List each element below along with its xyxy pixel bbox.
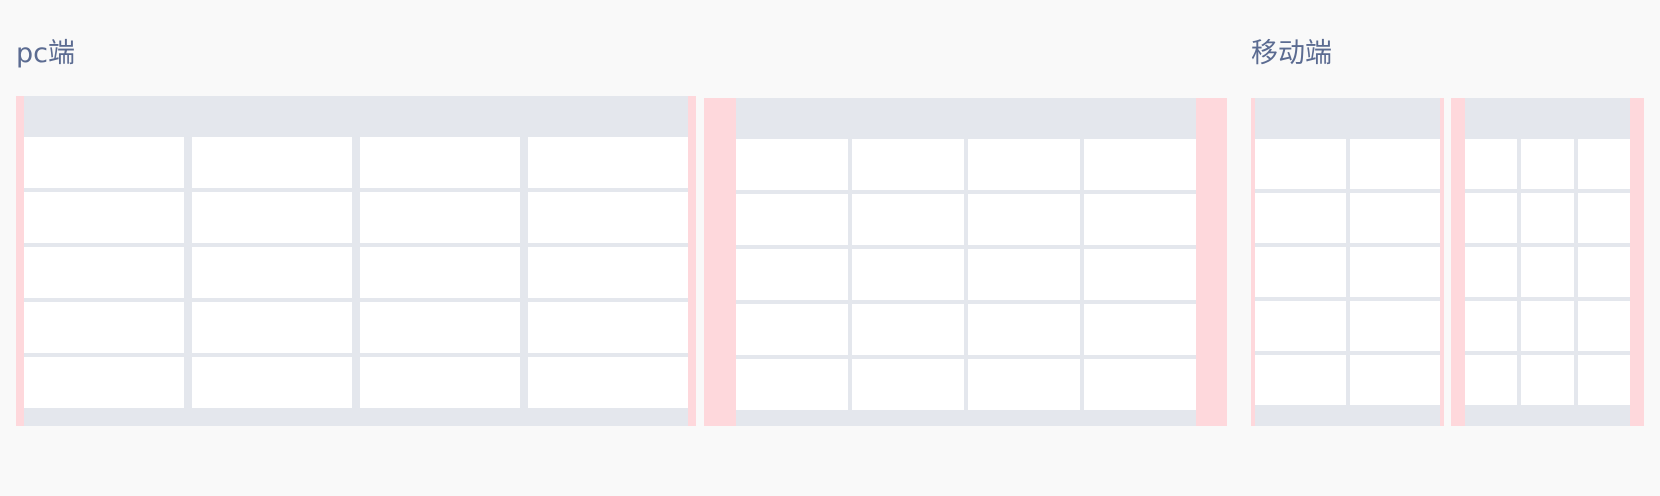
grid-cell — [852, 249, 964, 300]
grid-cell — [1465, 301, 1518, 351]
cell-grid — [24, 137, 688, 408]
grid-cell — [968, 139, 1080, 190]
grid-cell — [1255, 301, 1346, 351]
left-padding — [1451, 98, 1465, 426]
grid-cell — [1349, 247, 1440, 297]
grid-cell — [968, 249, 1080, 300]
grid-cell — [528, 302, 688, 353]
grid-cell — [968, 194, 1080, 245]
grid-cell — [192, 302, 352, 353]
mobile-section-title: 移动端 — [1251, 38, 1332, 69]
grid-cell — [360, 137, 520, 188]
left-padding — [1251, 98, 1255, 426]
mobile-three-column-layout — [1451, 98, 1644, 426]
grid-cell — [1255, 193, 1346, 243]
grid-cell — [736, 359, 848, 410]
right-padding — [1440, 98, 1444, 426]
grid-cell — [1521, 193, 1574, 243]
grid-cell — [1521, 355, 1574, 405]
grid-cell — [852, 359, 964, 410]
grid-cell — [1084, 249, 1196, 300]
cell-grid — [1255, 139, 1440, 405]
grid-cell — [1577, 193, 1630, 243]
grid-cell — [528, 357, 688, 408]
mobile-two-column-layout — [1251, 98, 1444, 426]
grid-cell — [1255, 139, 1346, 189]
grid-cell — [192, 357, 352, 408]
left-padding — [704, 98, 736, 426]
grid-cell — [1521, 247, 1574, 297]
grid-cell — [1255, 355, 1346, 405]
grid-cell — [360, 302, 520, 353]
grid-cell — [1349, 193, 1440, 243]
grid-cell — [1084, 139, 1196, 190]
grid-cell — [1465, 193, 1518, 243]
cell-grid — [1465, 139, 1630, 405]
grid-cell — [1349, 301, 1440, 351]
grid-cell — [528, 192, 688, 243]
grid-cell — [528, 137, 688, 188]
grid-cell — [24, 192, 184, 243]
grid-cell — [1577, 247, 1630, 297]
grid-cell — [1084, 304, 1196, 355]
grid-cell — [192, 137, 352, 188]
cell-grid — [736, 139, 1196, 410]
grid-cell — [528, 247, 688, 298]
grid-cell — [1349, 355, 1440, 405]
pc-padded-layout — [704, 98, 1227, 426]
grid-cell — [24, 357, 184, 408]
grid-cell — [24, 137, 184, 188]
grid-cell — [736, 249, 848, 300]
right-padding — [1196, 98, 1227, 426]
pc-full-width-layout — [16, 96, 696, 426]
grid-cell — [1465, 247, 1518, 297]
grid-cell — [1465, 355, 1518, 405]
grid-cell — [1521, 139, 1574, 189]
grid-cell — [1577, 301, 1630, 351]
grid-cell — [1255, 247, 1346, 297]
grid-cell — [360, 357, 520, 408]
right-padding — [688, 96, 696, 426]
pc-section-title: pc端 — [16, 38, 75, 69]
grid-cell — [736, 194, 848, 245]
left-padding — [16, 96, 24, 426]
grid-cell — [852, 194, 964, 245]
grid-cell — [360, 247, 520, 298]
grid-cell — [852, 304, 964, 355]
grid-cell — [852, 139, 964, 190]
grid-cell — [24, 302, 184, 353]
right-padding — [1630, 98, 1644, 426]
grid-cell — [968, 304, 1080, 355]
grid-cell — [1084, 194, 1196, 245]
grid-cell — [1521, 301, 1574, 351]
grid-cell — [360, 192, 520, 243]
grid-cell — [1084, 359, 1196, 410]
grid-cell — [968, 359, 1080, 410]
grid-cell — [24, 247, 184, 298]
grid-cell — [192, 192, 352, 243]
grid-cell — [1349, 139, 1440, 189]
grid-cell — [736, 304, 848, 355]
grid-cell — [736, 139, 848, 190]
grid-cell — [1577, 139, 1630, 189]
grid-cell — [192, 247, 352, 298]
grid-cell — [1465, 139, 1518, 189]
grid-cell — [1577, 355, 1630, 405]
